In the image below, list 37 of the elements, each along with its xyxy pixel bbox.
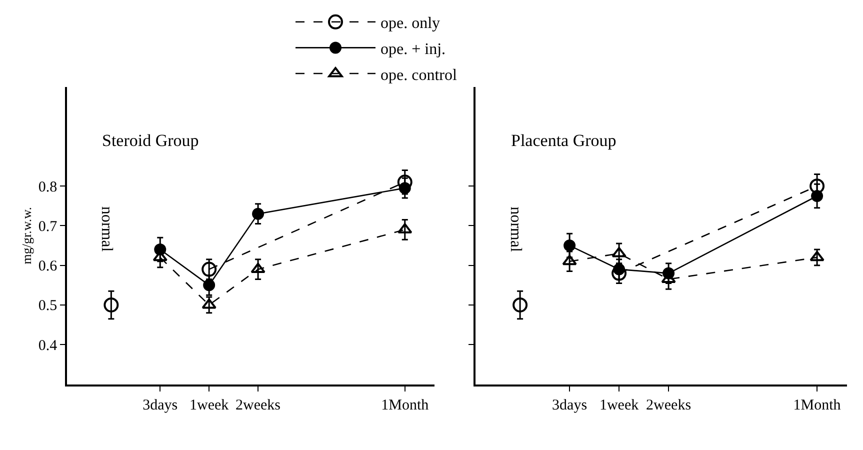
x-tick-label: 3days [552,397,588,414]
point [613,263,626,276]
point [398,182,411,194]
point [810,250,824,262]
y-tick-label: 0.6 [38,258,58,275]
point [612,246,626,258]
point [203,279,216,292]
point [202,262,217,277]
point [202,298,216,309]
legend-label: ope. only [380,15,440,32]
y-tick-label: 0.4 [38,338,58,354]
annotation: normal [506,206,524,252]
point [104,297,119,312]
text: Steroid Group [102,131,199,150]
legend-label: ope. control [380,66,458,84]
y-tick-label: 0.8 [38,179,58,196]
x-tick-label: 1week [190,397,230,414]
x-tick-label: 2weeks [236,397,281,414]
point [252,208,264,220]
annotation: normal [98,206,115,252]
y-axis-title: mg/gr.w.w. [18,207,34,264]
y-tick-label: 0.7 [38,218,58,235]
point [811,190,824,202]
point [810,178,825,194]
point [564,240,576,252]
x-tick-label: 2weeks [646,397,692,414]
point [250,262,266,274]
point [562,254,577,266]
x-tick-label: 3days [142,397,178,414]
point [512,297,528,312]
x-tick-label: 1week [599,397,640,414]
y-tick-label: 0.5 [38,298,58,314]
legend-label: ope. + inj. [380,40,446,58]
x-tick-label: 1Month [793,397,842,414]
text: Placenta Group [511,131,616,150]
x-tick-label: 1Month [381,397,430,414]
point [398,223,412,234]
